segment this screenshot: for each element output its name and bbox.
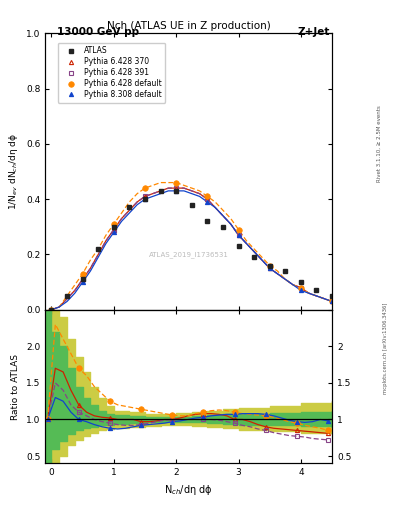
Pythia 6.428 391 [330,298,334,305]
Pythia 6.428 default [112,221,116,227]
Pythia 8.308 default [299,287,303,293]
Pythia 8.308 default [80,279,85,285]
ATLAS [205,218,210,224]
ATLAS [267,263,272,269]
Line: Pythia 6.428 391: Pythia 6.428 391 [50,186,334,312]
Line: Pythia 6.428 default: Pythia 6.428 default [49,180,335,312]
Pythia 6.428 370 [205,196,210,202]
Pythia 8.308 default [330,298,334,305]
ATLAS [189,202,194,208]
ATLAS [236,243,241,249]
Text: 13000 GeV pp: 13000 GeV pp [57,27,139,37]
Pythia 6.428 370 [299,285,303,291]
Pythia 6.428 default [205,194,210,200]
Pythia 6.428 370 [174,185,178,191]
Pythia 6.428 391 [267,265,272,271]
Pythia 6.428 391 [143,194,147,200]
Pythia 8.308 default [236,232,241,238]
ATLAS [158,188,163,194]
ATLAS [143,196,147,202]
Pythia 8.308 default [112,229,116,236]
Y-axis label: 1/N$_{ev}$ dN$_{ch}$/dη dϕ: 1/N$_{ev}$ dN$_{ch}$/dη dϕ [7,133,20,210]
Pythia 6.428 391 [49,307,54,313]
Text: mcplots.cern.ch [arXiv:1306.3436]: mcplots.cern.ch [arXiv:1306.3436] [383,303,387,394]
Pythia 6.428 391 [174,185,178,191]
ATLAS [283,268,288,274]
Line: ATLAS: ATLAS [49,188,334,312]
Pythia 6.428 370 [112,226,116,232]
Pythia 8.308 default [143,196,147,202]
Pythia 6.428 default [267,263,272,269]
Title: Nch (ATLAS UE in Z production): Nch (ATLAS UE in Z production) [107,21,270,31]
Pythia 8.308 default [205,199,210,205]
ATLAS [330,293,334,299]
Pythia 6.428 default [174,180,178,186]
ATLAS [80,276,85,283]
Pythia 6.428 default [143,185,147,191]
Pythia 6.428 default [80,271,85,277]
Pythia 6.428 391 [299,285,303,291]
Pythia 8.308 default [267,265,272,271]
Pythia 6.428 default [49,307,54,313]
Pythia 6.428 default [330,298,334,305]
ATLAS [112,224,116,230]
X-axis label: N$_{ch}$/dη dϕ: N$_{ch}$/dη dϕ [164,483,213,497]
Pythia 8.308 default [49,307,54,313]
ATLAS [49,307,54,313]
Line: Pythia 6.428 370: Pythia 6.428 370 [50,186,334,312]
Y-axis label: Ratio to ATLAS: Ratio to ATLAS [11,354,20,419]
Pythia 6.428 default [236,226,241,232]
Line: Pythia 8.308 default: Pythia 8.308 default [50,189,334,312]
ATLAS [65,293,70,299]
Pythia 6.428 370 [80,276,85,283]
ATLAS [252,254,257,260]
ATLAS [299,279,303,285]
ATLAS [174,188,178,194]
Pythia 6.428 370 [143,194,147,200]
Pythia 6.428 370 [267,265,272,271]
ATLAS [96,246,101,252]
Pythia 8.308 default [174,188,178,194]
Text: Z+Jet: Z+Jet [298,27,330,37]
ATLAS [220,224,225,230]
Text: ATLAS_2019_I1736531: ATLAS_2019_I1736531 [149,251,229,258]
Pythia 6.428 391 [205,196,210,202]
Pythia 6.428 391 [112,226,116,232]
Pythia 6.428 default [299,285,303,291]
Pythia 6.428 370 [236,232,241,238]
Pythia 6.428 391 [80,276,85,283]
ATLAS [314,287,319,293]
ATLAS [127,204,132,210]
Legend: ATLAS, Pythia 6.428 370, Pythia 6.428 391, Pythia 6.428 default, Pythia 8.308 de: ATLAS, Pythia 6.428 370, Pythia 6.428 39… [58,42,165,103]
Pythia 6.428 391 [236,232,241,238]
Text: Rivet 3.1.10, ≥ 2.5M events: Rivet 3.1.10, ≥ 2.5M events [377,105,382,182]
Pythia 6.428 370 [49,307,54,313]
Pythia 6.428 370 [330,298,334,305]
